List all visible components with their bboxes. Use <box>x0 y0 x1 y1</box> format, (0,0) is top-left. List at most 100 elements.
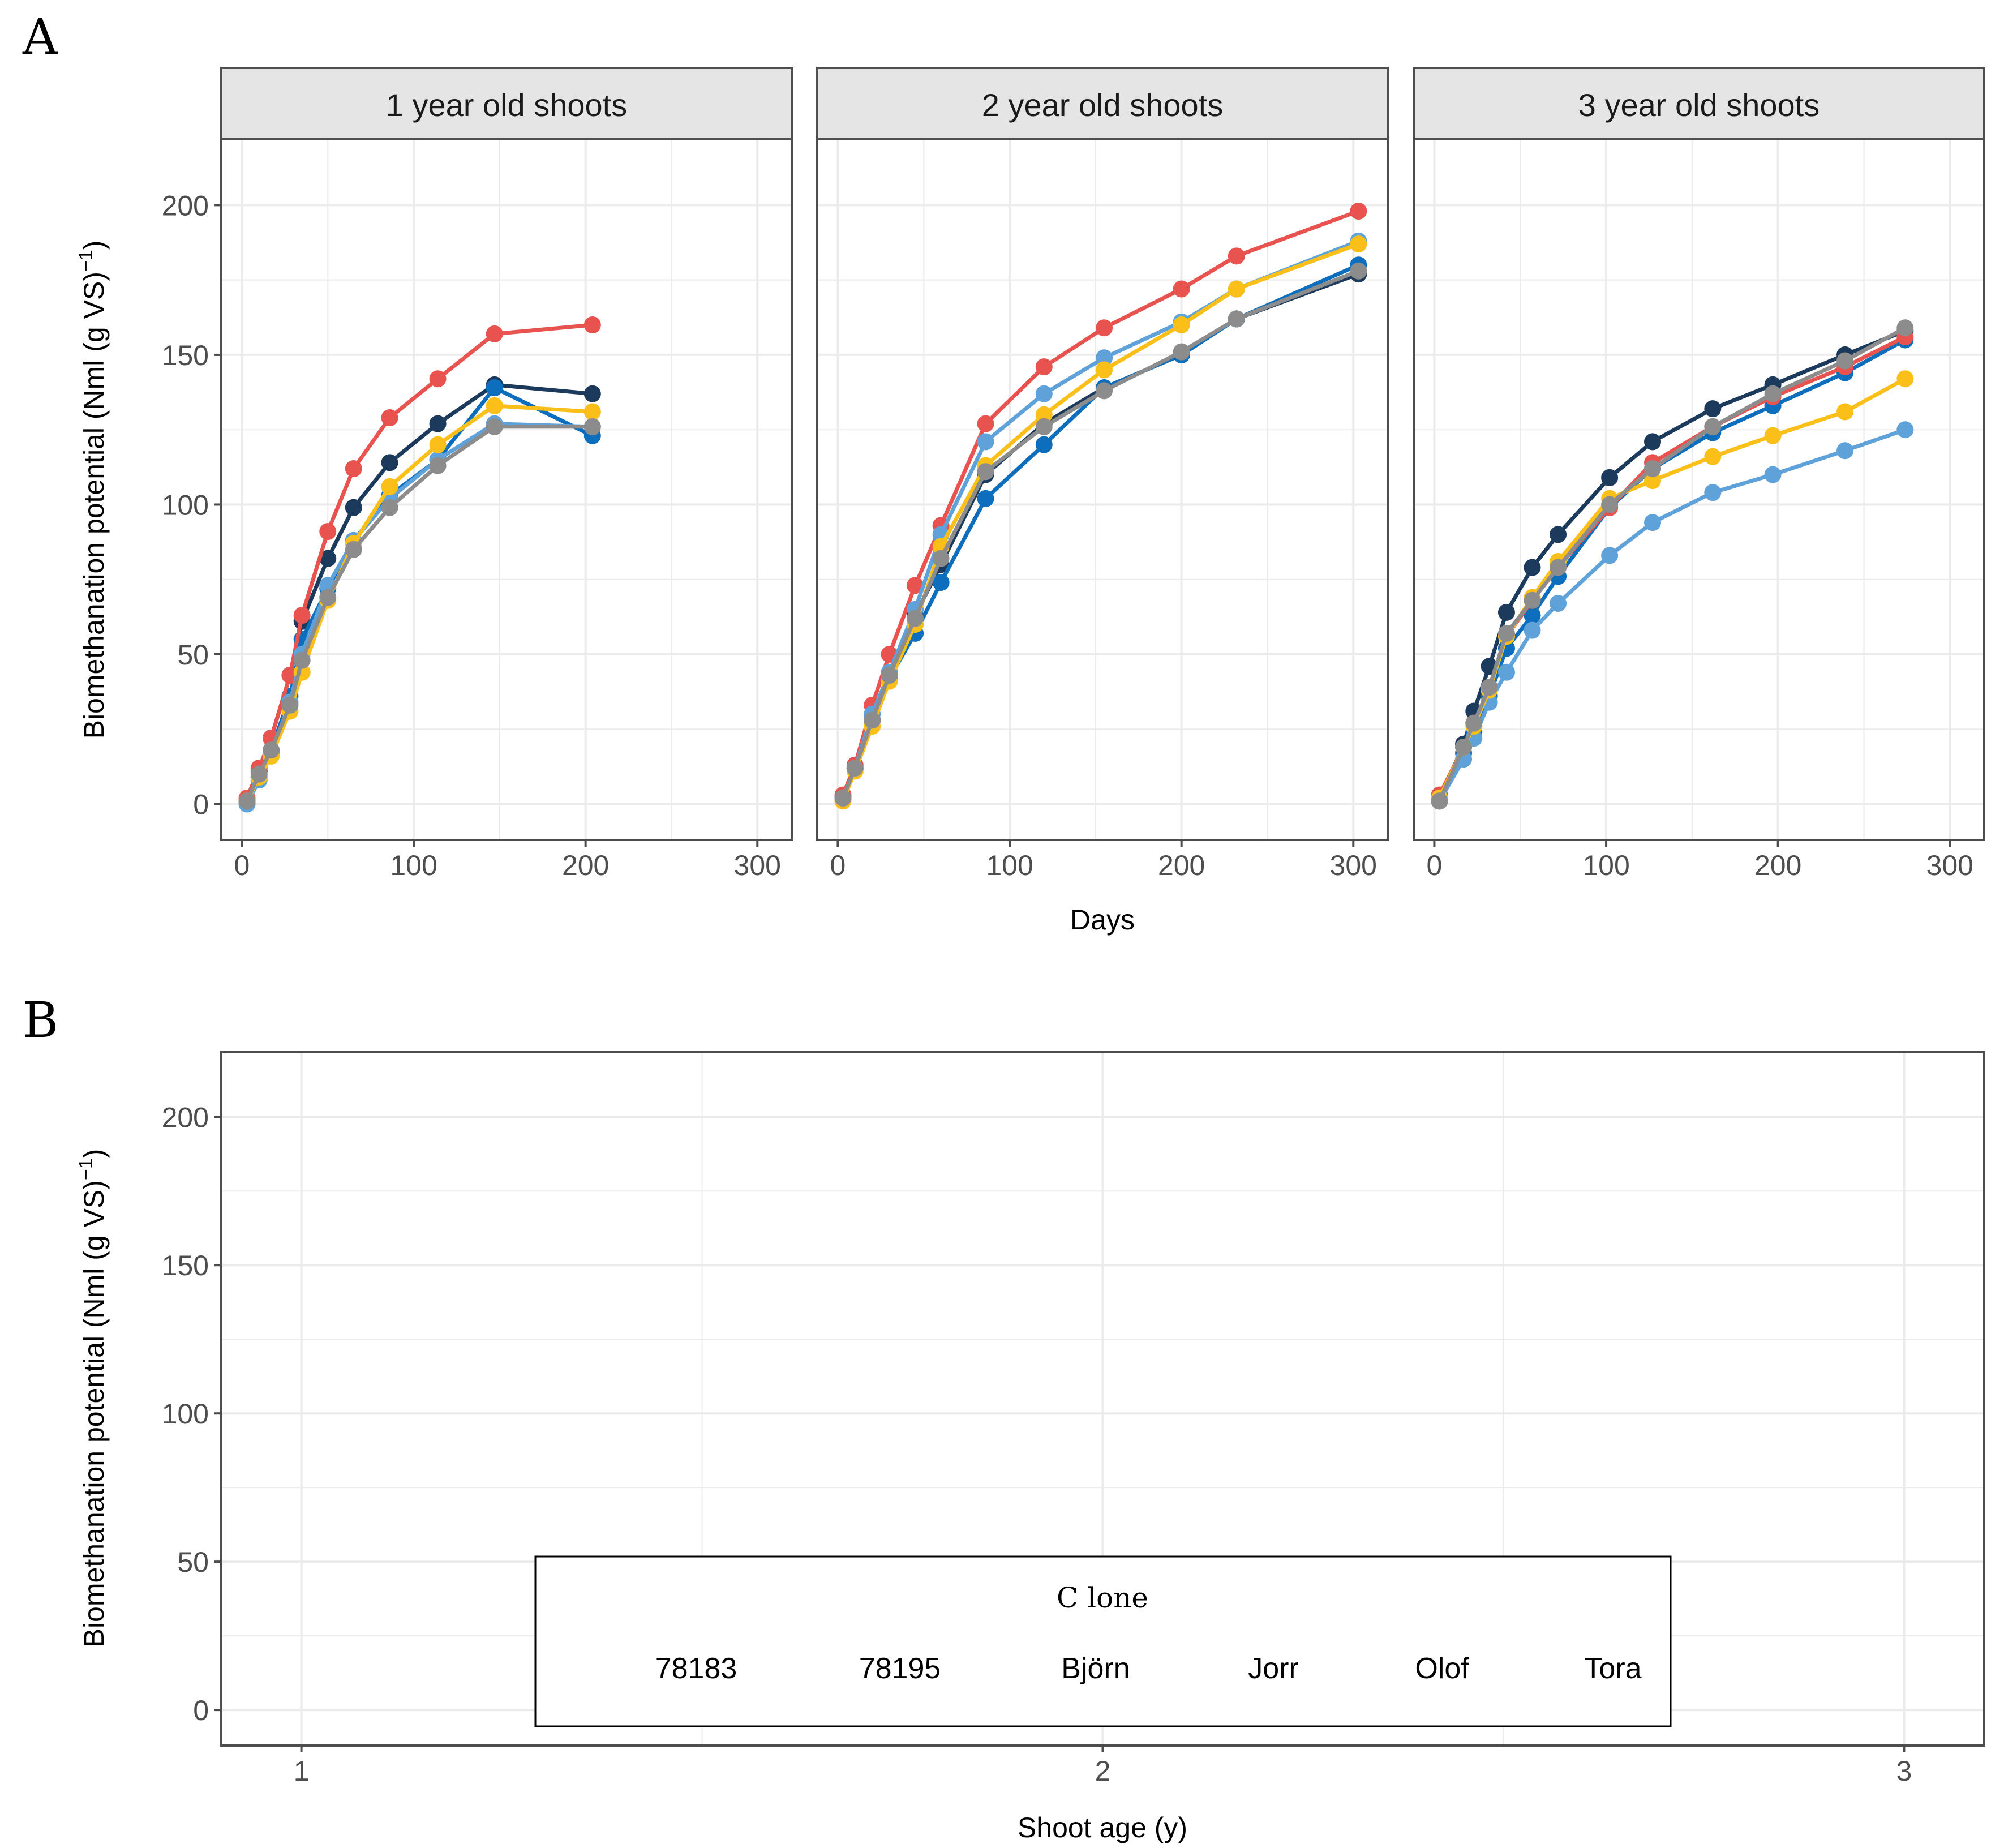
data-point-Björn <box>319 523 337 541</box>
legend-item: Olof <box>1415 1652 1469 1685</box>
data-point-Tora <box>238 792 256 810</box>
legend-item: 78183 <box>655 1652 737 1685</box>
series-line-Björn <box>1437 335 1906 796</box>
legend-item: Jorr <box>1248 1652 1299 1685</box>
data-point-78183 <box>1644 433 1662 451</box>
facet-strip <box>816 67 1389 140</box>
y-axis-title-b: Biomethanation potential (Nml (g VS)−1) <box>75 1149 110 1648</box>
data-point-78195 <box>932 574 950 591</box>
facet-title: 3 year old shoots <box>1578 87 1820 123</box>
data-point-Olof <box>1896 370 1914 388</box>
data-point-Björn <box>1350 202 1367 220</box>
data-point-Tora <box>1764 385 1782 402</box>
legend-item: 78195 <box>859 1652 941 1685</box>
facet-1-year: 1 year old shoots 0 50 100 150 200 0 100 200 300 <box>162 67 793 881</box>
data-point-Tora <box>907 610 924 627</box>
y-tick-label: 200 <box>162 190 209 221</box>
data-point-Björn <box>293 607 311 624</box>
y-tick-label: 200 <box>162 1101 209 1133</box>
data-point-78183 <box>345 499 362 516</box>
data-point-Tora <box>263 741 280 759</box>
data-point-Olof <box>1704 448 1722 465</box>
data-point-Tora <box>1524 591 1541 609</box>
data-point-78183 <box>1550 526 1567 543</box>
data-point-Jorr <box>1035 385 1053 402</box>
y-tick-label: 0 <box>193 789 209 821</box>
data-point-Tora <box>1173 343 1190 361</box>
data-point-Björn <box>583 316 601 334</box>
data-point-Tora <box>1455 738 1473 756</box>
data-point-Tora <box>1096 382 1113 400</box>
data-point-Olof <box>1173 316 1190 334</box>
data-point-Olof <box>1836 403 1854 421</box>
data-point-Tora <box>293 651 311 669</box>
plot-marks <box>1431 319 1914 810</box>
data-point-Jorr <box>1836 442 1854 460</box>
data-point-78195 <box>1035 436 1053 453</box>
data-point-Jorr <box>1524 621 1541 639</box>
y-tick-label: 150 <box>162 1250 209 1281</box>
data-point-Tora <box>1431 792 1448 810</box>
data-point-Tora <box>834 789 852 807</box>
data-point-Björn <box>1173 280 1190 298</box>
data-point-Olof <box>1350 235 1367 253</box>
data-point-78183 <box>319 550 337 567</box>
data-point-Tora <box>1644 460 1662 477</box>
data-point-Tora <box>281 696 299 714</box>
data-point-Tora <box>881 667 898 684</box>
facet-2-year: 2 year old shoots 0 100 200 300 <box>816 67 1389 881</box>
data-point-Jorr <box>1497 663 1515 681</box>
data-point-Björn <box>1228 247 1245 265</box>
y-tick-label: 0 <box>193 1695 209 1726</box>
series-line-78195 <box>1437 338 1907 802</box>
series-line-Björn <box>245 323 593 799</box>
data-point-78195 <box>1524 607 1541 624</box>
y-tick-label: 50 <box>177 639 209 671</box>
data-point-Tora <box>583 418 601 435</box>
x-tick-label: 200 <box>1754 850 1801 881</box>
data-point-Tora <box>429 457 447 474</box>
data-point-78183 <box>1524 559 1541 576</box>
data-point-Olof <box>583 403 601 421</box>
data-point-Björn <box>1096 319 1113 337</box>
data-point-Björn <box>907 577 924 594</box>
data-point-Tora <box>381 499 398 516</box>
legend-title: C lone <box>1057 1581 1148 1614</box>
data-point-Tora <box>1836 352 1854 370</box>
data-point-78195 <box>486 379 503 397</box>
data-point-Tora <box>1228 310 1245 328</box>
data-point-Tora <box>319 589 337 606</box>
data-point-78183 <box>1497 603 1515 621</box>
data-point-78183 <box>429 415 447 432</box>
facet-title: 2 year old shoots <box>982 87 1223 123</box>
data-point-Jorr <box>1644 514 1662 531</box>
facet-title: 1 year old shoots <box>386 87 627 123</box>
plot-border <box>816 138 1389 841</box>
plot-grid <box>221 139 792 840</box>
legend: C lone 78183 78195 Björn Jorr Olof Tora <box>534 1555 1672 1727</box>
legend-item: Björn <box>1061 1652 1130 1685</box>
data-point-Jorr <box>977 433 994 451</box>
data-point-Tora <box>932 550 950 567</box>
series-line-78195 <box>245 385 594 802</box>
axis-ticks: 0 100 200 300 <box>1427 840 1973 881</box>
data-point-Björn <box>345 460 362 477</box>
data-point-Olof <box>1644 472 1662 490</box>
data-point-Tora <box>1350 262 1367 280</box>
series-line-Olof <box>1437 377 1907 799</box>
facet-strip <box>220 67 793 140</box>
x-tick-label: 3 <box>1896 1755 1912 1787</box>
data-point-Tora <box>846 760 864 777</box>
data-point-78183 <box>1704 400 1722 418</box>
facet-3-year: 3 year old shoots 0 100 200 300 <box>1413 67 1985 881</box>
panel-a-label: A <box>22 9 58 66</box>
data-point-Tora <box>345 541 362 558</box>
data-point-78183 <box>583 385 601 402</box>
data-point-Olof <box>381 478 398 495</box>
x-tick-label: 0 <box>830 850 846 881</box>
plot-grid <box>817 139 1388 840</box>
plot-grid <box>1414 139 1984 840</box>
data-point-Tora <box>864 711 881 729</box>
x-tick-label: 200 <box>562 850 609 881</box>
